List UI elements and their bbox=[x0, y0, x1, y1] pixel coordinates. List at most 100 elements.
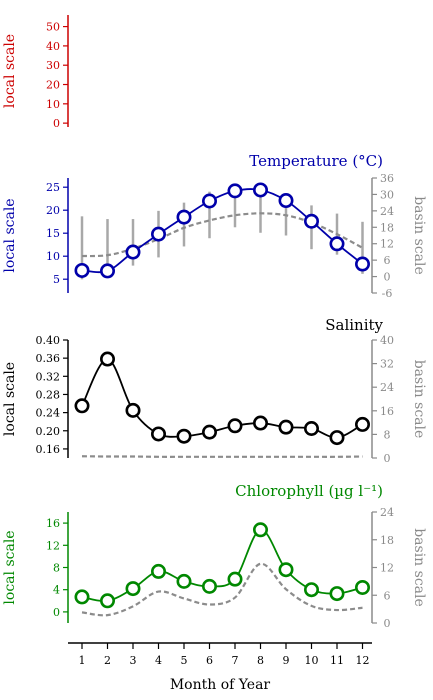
left-tick-label: 0.40 bbox=[36, 334, 61, 347]
x-tick-label: 9 bbox=[283, 654, 290, 667]
local-data-point bbox=[278, 193, 294, 209]
panel-2: Temperature (°C) 5 10 15 20 25 local scale -6 0 6… bbox=[2, 152, 427, 300]
left-tick-label: 40 bbox=[46, 40, 60, 53]
local-data-point bbox=[151, 226, 167, 242]
x-tick-label: 8 bbox=[257, 654, 264, 667]
right-tick-label: 8 bbox=[384, 428, 391, 441]
local-data-point bbox=[329, 236, 345, 252]
left-tick-label: 0.28 bbox=[36, 388, 61, 401]
left-tick-label: 0.36 bbox=[36, 352, 61, 365]
local-data-point bbox=[151, 563, 167, 579]
left-tick-label: 0.20 bbox=[36, 425, 61, 438]
left-tick-label: 50 bbox=[46, 21, 60, 34]
local-data-point bbox=[125, 244, 141, 260]
left-tick-label: 0 bbox=[53, 606, 60, 619]
local-data-point bbox=[74, 589, 90, 605]
left-axis-label: local scale bbox=[2, 362, 18, 436]
local-data-point bbox=[354, 416, 370, 432]
right-tick-label: 32 bbox=[380, 358, 394, 371]
right-tick-label: 24 bbox=[380, 381, 394, 394]
left-tick-label: 5 bbox=[53, 273, 60, 286]
local-data-point bbox=[253, 415, 269, 431]
x-tick-label: 4 bbox=[155, 654, 162, 667]
left-tick-label: 25 bbox=[46, 181, 60, 194]
local-data-point bbox=[354, 256, 370, 272]
local-data-point bbox=[303, 213, 319, 229]
right-tick-label: 30 bbox=[380, 188, 394, 201]
x-tick-label: 10 bbox=[305, 654, 319, 667]
left-tick-label: 4 bbox=[53, 584, 60, 597]
right-axis-label: basin scale bbox=[411, 196, 427, 275]
x-tick-label: 1 bbox=[79, 654, 86, 667]
right-tick-label: 12 bbox=[380, 562, 394, 575]
panel-4: Chlorophyll (µg l⁻¹) 0 4 8 12 16 local scale 0 6… bbox=[2, 482, 427, 630]
left-tick-label: 16 bbox=[46, 517, 60, 530]
local-data-point bbox=[202, 578, 218, 594]
right-tick-label: 0 bbox=[384, 452, 391, 465]
x-tick-label: 6 bbox=[206, 654, 213, 667]
local-series-line bbox=[81, 528, 363, 602]
left-tick-label: 0.24 bbox=[36, 407, 61, 420]
local-data-point bbox=[329, 586, 345, 602]
x-axis-label: Month of Year bbox=[170, 677, 271, 693]
local-data-point bbox=[176, 209, 192, 225]
x-tick-label: 7 bbox=[232, 654, 239, 667]
local-data-point bbox=[202, 424, 218, 440]
x-tick-label: 3 bbox=[130, 654, 137, 667]
basin-series-line bbox=[81, 455, 363, 458]
local-data-point bbox=[125, 402, 141, 418]
local-data-point bbox=[176, 573, 192, 589]
local-data-point bbox=[74, 262, 90, 278]
local-data-point bbox=[151, 426, 167, 442]
local-data-point bbox=[125, 581, 141, 597]
local-data-point bbox=[253, 182, 269, 198]
local-data-point bbox=[176, 428, 192, 444]
right-tick-label: 16 bbox=[380, 405, 394, 418]
right-tick-label: 12 bbox=[380, 238, 394, 251]
right-tick-label: 18 bbox=[380, 534, 394, 547]
basin-series-line bbox=[81, 562, 363, 617]
local-data-point bbox=[227, 183, 243, 199]
right-tick-label: 18 bbox=[380, 221, 394, 234]
right-tick-label: 36 bbox=[380, 172, 394, 185]
right-tick-label: 40 bbox=[380, 334, 394, 347]
local-data-point bbox=[303, 582, 319, 598]
local-data-point bbox=[303, 420, 319, 436]
local-data-point bbox=[278, 419, 294, 435]
local-series-line bbox=[81, 358, 363, 439]
right-tick-label: 24 bbox=[380, 506, 394, 519]
left-tick-label: 0.16 bbox=[36, 443, 61, 456]
local-data-point bbox=[329, 430, 345, 446]
local-series-line bbox=[81, 188, 364, 274]
basin-series-line bbox=[81, 212, 364, 258]
left-tick-label: 10 bbox=[46, 250, 60, 263]
right-axis-label: basin scale bbox=[411, 360, 427, 439]
panel-title: Chlorophyll (µg l⁻¹) bbox=[235, 482, 383, 500]
right-tick-label: -6 bbox=[382, 287, 393, 300]
right-axis-label: basin scale bbox=[411, 528, 427, 607]
panel-title: Salinity bbox=[325, 316, 383, 334]
left-tick-label: 10 bbox=[46, 98, 60, 111]
right-tick-label: 0 bbox=[384, 617, 391, 630]
left-tick-label: 20 bbox=[46, 79, 60, 92]
local-data-point bbox=[74, 398, 90, 414]
local-data-point bbox=[227, 571, 243, 587]
left-axis-label: local scale bbox=[2, 198, 18, 272]
left-axis-label: local scale bbox=[2, 34, 18, 108]
left-tick-label: 0 bbox=[53, 117, 60, 130]
local-data-point bbox=[100, 593, 116, 609]
left-axis-label: local scale bbox=[2, 530, 18, 604]
panel-1: 0 10 20 30 40 50 local scale bbox=[2, 15, 69, 130]
panel-3: Salinity 0.16 0.20 0.24 0.28 0.32 0.36 0.40 loca… bbox=[2, 316, 427, 465]
local-data-point bbox=[354, 579, 370, 595]
right-tick-label: 24 bbox=[380, 205, 394, 218]
local-data-point bbox=[100, 351, 116, 367]
local-data-point bbox=[202, 193, 218, 209]
left-tick-label: 12 bbox=[46, 539, 60, 552]
local-data-point bbox=[100, 263, 116, 279]
local-data-point bbox=[253, 522, 269, 538]
left-tick-label: 30 bbox=[46, 59, 60, 72]
panel-title: Temperature (°C) bbox=[249, 152, 383, 170]
